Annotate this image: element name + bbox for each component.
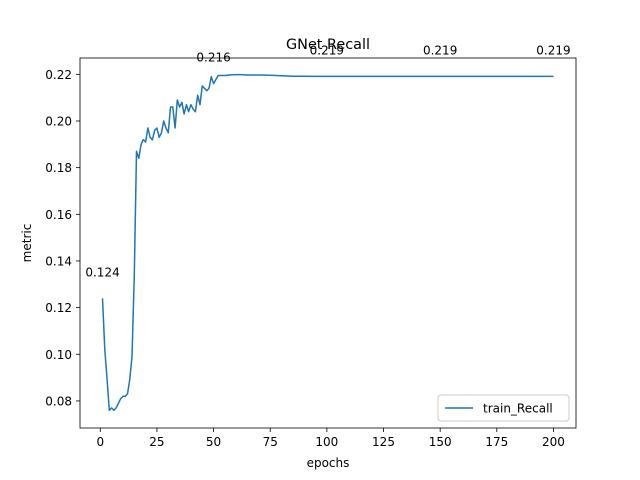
data-label: 0.219 xyxy=(310,44,344,58)
series-line-train-recall xyxy=(101,73,554,412)
data-label: 0.219 xyxy=(423,44,457,58)
y-tick-label: 0.18 xyxy=(45,161,72,175)
y-tick-label: 0.10 xyxy=(45,348,72,362)
x-tick-label: 100 xyxy=(315,435,338,449)
x-tick-label: 0 xyxy=(96,435,104,449)
y-tick-label: 0.16 xyxy=(45,208,72,222)
value-annotations: 0.124 0.216 0.219 0.219 0.219 xyxy=(85,44,570,280)
x-tick-label: 25 xyxy=(149,435,164,449)
x-tick-label: 50 xyxy=(206,435,221,449)
plot-area xyxy=(80,58,576,428)
y-tick-label: 0.22 xyxy=(45,68,72,82)
data-label: 0.124 xyxy=(85,265,119,279)
x-tick-label: 75 xyxy=(263,435,278,449)
y-tick-label: 0.12 xyxy=(45,301,72,315)
axis-ticks: 0 25 50 75 100 125 150 175 200 0.08 0.10 0.12 0.14 0.… xyxy=(45,68,565,449)
data-label: 0.219 xyxy=(536,44,570,58)
x-tick-label: 200 xyxy=(542,435,565,449)
chart-title: GNet Recall xyxy=(286,37,370,53)
y-tick-label: 0.08 xyxy=(45,394,72,408)
x-axis-label: epochs xyxy=(307,456,350,470)
legend: train_Recall xyxy=(437,394,570,422)
legend-label-train-recall: train_Recall xyxy=(483,402,553,416)
y-axis-label: metric xyxy=(20,224,34,263)
axes-frame xyxy=(79,57,577,429)
y-tick-label: 0.20 xyxy=(45,114,72,128)
y-tick-label: 0.14 xyxy=(45,254,72,268)
x-tick-label: 125 xyxy=(372,435,395,449)
x-tick-label: 175 xyxy=(485,435,508,449)
legend-box xyxy=(437,394,570,422)
data-label: 0.216 xyxy=(196,51,230,65)
x-tick-label: 150 xyxy=(429,435,452,449)
